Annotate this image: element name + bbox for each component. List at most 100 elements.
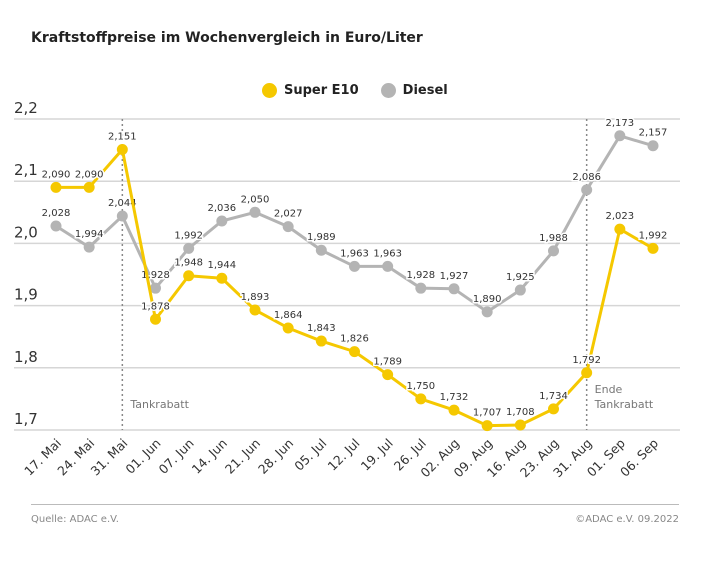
data-label-diesel: 1,963 (373, 248, 402, 259)
data-point-diesel (382, 260, 394, 272)
data-label-diesel: 2,028 (42, 208, 71, 219)
data-label-super-e10: 1,750 (407, 381, 436, 392)
data-label-super-e10: 2,090 (75, 169, 104, 180)
legend-marker-diesel (380, 83, 396, 98)
data-label-super-e10: 1,792 (572, 355, 601, 366)
data-label-diesel: 2,086 (572, 172, 601, 183)
y-tick-label: 1,8 (14, 348, 38, 366)
x-tick-label: 19. Jul (358, 436, 396, 474)
data-point-super-e10 (282, 322, 294, 334)
y-tick-label: 2,2 (14, 99, 38, 117)
data-label-diesel: 2,027 (274, 209, 303, 220)
data-point-super-e10 (349, 346, 360, 358)
data-point-super-e10 (514, 419, 526, 431)
data-point-super-e10 (83, 181, 95, 193)
data-label-super-e10: 1,826 (340, 334, 369, 345)
data-point-diesel (448, 283, 460, 295)
x-tick-label: 31. Mai (87, 436, 130, 479)
data-label-super-e10: 1,992 (639, 230, 668, 241)
series-line-super-e10 (56, 147, 654, 428)
data-label-super-e10: 2,090 (42, 169, 71, 180)
data-point-diesel (481, 306, 493, 318)
data-label-diesel: 2,050 (241, 194, 270, 205)
data-label-diesel: 1,988 (539, 233, 568, 244)
copyright-note: ©ADAC e.V. 09.2022 (575, 514, 679, 525)
data-point-diesel (50, 220, 62, 232)
x-tick-label: 14. Jun (189, 436, 230, 477)
data-label-diesel: 2,036 (208, 203, 237, 214)
data-label-diesel: 1,925 (506, 272, 535, 283)
data-point-super-e10 (614, 223, 626, 235)
data-point-diesel (116, 210, 128, 222)
data-label-diesel: 1,928 (407, 270, 436, 281)
data-point-super-e10 (216, 272, 228, 284)
data-point-super-e10 (548, 403, 559, 415)
data-point-diesel (282, 221, 294, 233)
x-tick-label: 05. Jul (291, 436, 329, 474)
data-label-super-e10: 1,944 (208, 260, 237, 271)
data-point-super-e10 (481, 420, 493, 432)
data-label-super-e10: 1,843 (307, 323, 336, 334)
data-point-diesel (415, 282, 427, 294)
legend-item-diesel: Diesel (380, 83, 448, 98)
data-label-super-e10: 1,864 (274, 310, 303, 321)
data-point-super-e10 (581, 367, 593, 379)
x-tick-label: 01. Jun (122, 436, 163, 477)
data-point-super-e10 (50, 181, 62, 193)
legend: Super E10 Diesel (262, 83, 448, 98)
data-label-super-e10: 2,023 (606, 211, 635, 222)
y-tick-label: 2,0 (14, 223, 38, 241)
data-label-super-e10: 1,734 (539, 391, 568, 402)
data-point-super-e10 (415, 393, 427, 405)
data-label-super-e10: 1,893 (241, 292, 270, 303)
y-tick-label: 2,1 (14, 161, 38, 179)
data-label-diesel: 1,890 (473, 294, 502, 305)
data-label-diesel: 2,173 (606, 118, 635, 129)
x-tick-label: 28. Jun (255, 436, 296, 477)
data-point-diesel (83, 241, 95, 253)
data-point-diesel (581, 184, 593, 196)
legend-label-diesel: Diesel (402, 83, 448, 98)
annotation-label: Ende (595, 383, 623, 396)
data-point-diesel (315, 244, 327, 256)
data-label-diesel: 2,157 (639, 128, 668, 139)
x-tick-label: 21. Jun (222, 436, 263, 477)
data-label-diesel: 1,992 (174, 230, 203, 241)
footer-divider (31, 504, 679, 505)
data-point-diesel (514, 284, 526, 296)
legend-label-super-e10: Super E10 (284, 83, 359, 98)
data-label-super-e10: 1,732 (440, 392, 469, 403)
data-point-diesel (548, 245, 559, 257)
y-tick-label: 1,7 (14, 410, 38, 428)
series-line-diesel (55, 134, 654, 314)
data-label-super-e10: 2,151 (108, 131, 137, 142)
legend-item-super-e10: Super E10 (262, 83, 359, 98)
data-point-super-e10 (249, 304, 261, 316)
data-label-super-e10: 1,789 (373, 357, 402, 368)
y-tick-label: 1,9 (14, 286, 38, 304)
data-label-super-e10: 1,708 (506, 407, 535, 418)
data-point-super-e10 (448, 404, 460, 416)
data-label-super-e10: 1,707 (473, 408, 502, 419)
annotation-label: Tankrabatt (594, 398, 654, 411)
data-point-super-e10 (183, 270, 195, 282)
data-point-super-e10 (315, 335, 327, 347)
annotation-label: Tankrabatt (129, 398, 189, 411)
data-point-super-e10 (150, 313, 161, 325)
data-label-diesel: 1,994 (75, 229, 104, 240)
data-label-super-e10: 1,878 (141, 301, 170, 312)
data-point-diesel (183, 242, 195, 254)
data-label-diesel: 1,963 (340, 248, 369, 259)
data-label-super-e10: 1,948 (174, 258, 203, 269)
data-label-diesel: 2,044 (108, 198, 137, 209)
data-label-diesel: 1,927 (440, 271, 469, 282)
source-note: Quelle: ADAC e.V. (31, 514, 119, 525)
data-point-diesel (150, 282, 161, 294)
data-point-diesel (249, 206, 261, 218)
data-point-diesel (216, 215, 228, 227)
data-point-super-e10 (116, 143, 128, 155)
data-point-diesel (349, 260, 360, 272)
legend-marker-super-e10 (262, 83, 277, 98)
